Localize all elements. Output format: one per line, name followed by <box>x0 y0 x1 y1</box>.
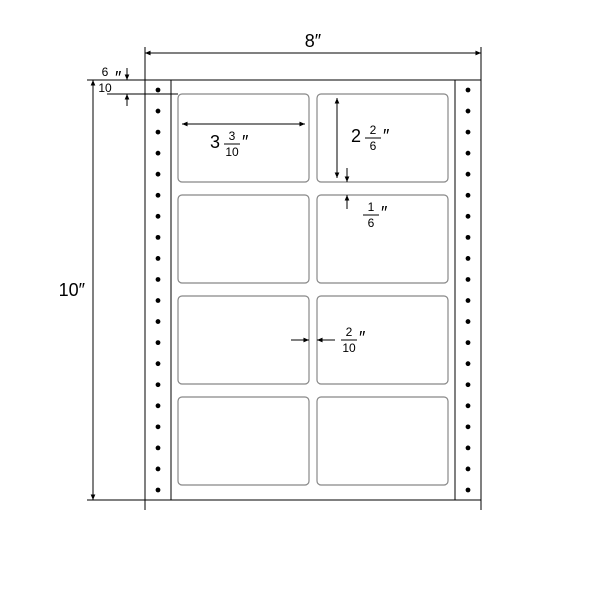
perf-hole <box>156 109 161 114</box>
perf-hole <box>466 109 471 114</box>
svg-text:″: ″ <box>242 132 249 152</box>
perf-hole <box>466 488 471 493</box>
perf-hole <box>466 340 471 345</box>
perf-hole <box>466 298 471 303</box>
svg-text:10: 10 <box>225 145 239 159</box>
perf-hole <box>466 403 471 408</box>
perf-hole <box>466 130 471 135</box>
perf-hole <box>156 403 161 408</box>
label-sheet-diagram: 8″10″610″3310″226″16″210″ <box>0 0 600 600</box>
perf-hole <box>156 277 161 282</box>
perf-hole <box>156 361 161 366</box>
perf-hole <box>466 256 471 261</box>
perf-hole <box>156 151 161 156</box>
svg-text:3: 3 <box>210 132 220 152</box>
perf-hole <box>466 151 471 156</box>
perf-hole <box>156 130 161 135</box>
perf-hole <box>156 382 161 387</box>
svg-text:″: ″ <box>359 328 366 348</box>
perf-hole <box>466 193 471 198</box>
svg-text:2: 2 <box>351 126 361 146</box>
perf-hole <box>466 467 471 472</box>
svg-text:″: ″ <box>381 203 388 223</box>
perf-hole <box>156 88 161 93</box>
perf-hole <box>466 172 471 177</box>
perf-hole <box>156 424 161 429</box>
dim-overall-height: 10″ <box>59 280 86 300</box>
perf-hole <box>466 445 471 450</box>
svg-text:6: 6 <box>102 65 109 79</box>
svg-text:10: 10 <box>342 341 356 355</box>
perf-hole <box>466 361 471 366</box>
svg-text:1: 1 <box>368 200 375 214</box>
svg-text:10: 10 <box>98 81 112 95</box>
perf-hole <box>466 214 471 219</box>
label-cell <box>178 195 309 283</box>
perf-hole <box>156 319 161 324</box>
svg-text:3: 3 <box>229 129 236 143</box>
perf-hole <box>466 319 471 324</box>
label-cell <box>178 296 309 384</box>
perf-hole <box>466 277 471 282</box>
svg-text:2: 2 <box>346 325 353 339</box>
perf-hole <box>466 424 471 429</box>
perf-hole <box>466 382 471 387</box>
perf-hole <box>156 172 161 177</box>
svg-text:2: 2 <box>370 123 377 137</box>
perf-hole <box>156 445 161 450</box>
svg-text:″: ″ <box>383 126 390 146</box>
dim-top-margin: 6 10″ <box>97 65 122 95</box>
perf-hole <box>156 488 161 493</box>
perf-hole <box>156 256 161 261</box>
dim-overall-width: 8″ <box>305 31 322 51</box>
perf-hole <box>156 298 161 303</box>
perf-hole <box>156 235 161 240</box>
svg-text:″: ″ <box>115 68 122 88</box>
label-cell <box>317 296 448 384</box>
perf-hole <box>156 214 161 219</box>
perf-hole <box>156 193 161 198</box>
perf-hole <box>466 235 471 240</box>
label-cell <box>317 397 448 485</box>
perf-hole <box>156 340 161 345</box>
svg-text:6: 6 <box>368 216 375 230</box>
label-cell <box>178 397 309 485</box>
perf-hole <box>466 88 471 93</box>
perf-hole <box>156 467 161 472</box>
svg-text:6: 6 <box>370 139 377 153</box>
